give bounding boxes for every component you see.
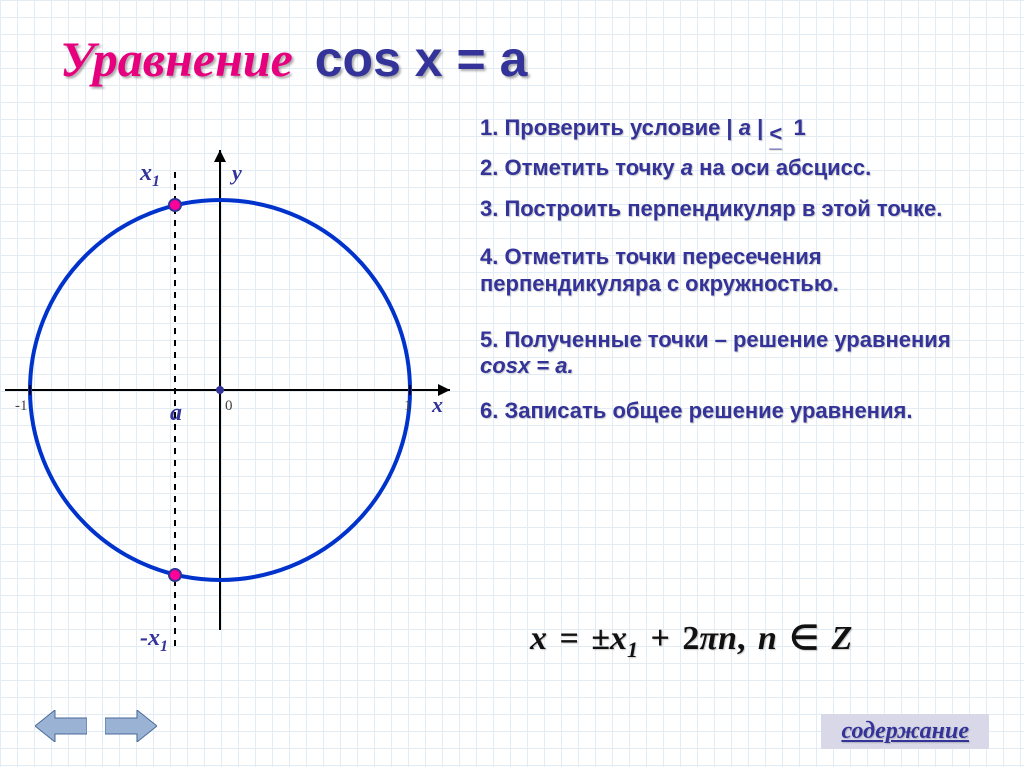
step-text: 1 [787, 115, 805, 140]
x1-bot-label: -x1 [140, 625, 168, 655]
title-equation: cos x = a [315, 31, 528, 87]
step-var: cosx = a. [480, 353, 574, 378]
page-title: Уравнение cos x = a [60, 30, 527, 88]
step-text: 5. Полученные точки – решение уравнения [480, 327, 951, 352]
origin-point [216, 386, 224, 394]
step-text: 2. Отметить точку [480, 155, 681, 180]
x-label: x [431, 392, 443, 417]
step-3: 3. Построить перпендикуляр в этой точке. [480, 196, 980, 222]
contents-link[interactable]: содержание [821, 714, 989, 749]
zero-label: 0 [225, 398, 233, 414]
point-x1-top [169, 199, 181, 211]
y-axis-arrow [214, 150, 226, 162]
y-label: y [229, 160, 242, 185]
step-var: a [681, 155, 693, 180]
step-4: 4. Отметить точки пересечения перпендику… [480, 244, 980, 297]
pos1-label: 1 [404, 398, 412, 414]
steps-list: 1. Проверить условие | a | <_ 1 2. Отмет… [480, 115, 980, 438]
neg1-label: -1 [15, 398, 28, 414]
nav-arrows [35, 710, 157, 742]
step-text: | [751, 115, 769, 140]
point-x1-bottom [169, 569, 181, 581]
x1-top-label: x1 [139, 160, 160, 190]
prev-arrow-button[interactable] [35, 710, 87, 742]
step-6: 6. Записать общее решение уравнения. [480, 398, 980, 424]
title-accent: Уравнение [60, 31, 293, 87]
solution-formula: x = ±x1 + 2πn, n ∈ Z [530, 618, 852, 663]
a-label: a [170, 400, 182, 426]
step-text: 4. Отметить точки пересечения перпендику… [480, 244, 839, 295]
step-text: 3. Построить перпендикуляр в этой точке. [480, 196, 942, 221]
step-var: a [739, 115, 751, 140]
step-text: на оси абсцисс. [693, 155, 871, 180]
unit-circle-chart: y x 0 -1 1 a x1 -x1 [0, 130, 470, 690]
step-text: 6. Записать общее решение уравнения. [480, 398, 912, 423]
next-arrow-button[interactable] [105, 710, 157, 742]
step-1: 1. Проверить условие | a | <_ 1 [480, 115, 980, 141]
step-2: 2. Отметить точку a на оси абсцисс. [480, 155, 980, 181]
step-5: 5. Полученные точки – решение уравнения … [480, 327, 980, 380]
step-text: 1. Проверить условие | [480, 115, 739, 140]
